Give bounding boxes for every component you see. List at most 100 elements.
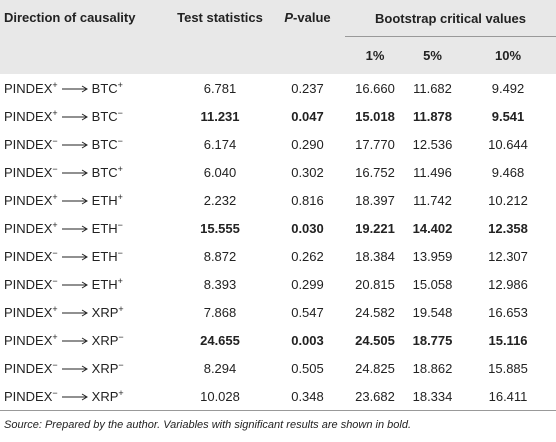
header-level: 5%	[405, 36, 460, 74]
to-sign: +	[117, 191, 123, 202]
value-cell: 6.174	[203, 136, 237, 152]
value-cell: 19.548	[412, 304, 453, 320]
to-sign: −	[117, 247, 123, 258]
value-cell: 10.644	[488, 136, 528, 152]
value-cell: 15.116	[488, 332, 528, 348]
value-cell: 15.058	[412, 276, 453, 292]
to-variable: ETH	[91, 220, 118, 236]
value-cell: 0.030	[291, 220, 324, 236]
direction-cell: PINDEX+ XRP−	[0, 326, 170, 354]
from-variable: PINDEX	[4, 360, 53, 376]
header-test: Test statistics	[170, 0, 270, 74]
direction-cell: PINDEX− ETH+	[0, 270, 170, 298]
to-variable: ETH	[91, 248, 118, 264]
direction-cell: PINDEX− BTC−	[0, 130, 170, 158]
from-sign: −	[52, 163, 58, 174]
value-cell: 16.653	[488, 304, 528, 320]
value-cell: 11.878	[412, 108, 453, 124]
to-variable: BTC	[91, 136, 118, 152]
value-cell: 0.299	[291, 276, 324, 292]
arrow	[61, 113, 88, 121]
arrow	[61, 85, 88, 93]
value-cell: 0.816	[291, 192, 324, 208]
direction-cell: PINDEX+ BTC+	[0, 74, 170, 102]
table-row: PINDEX− ETH− 8.872 0.262 18.384 13.959 12.307	[0, 242, 556, 270]
direction-cell: PINDEX− ETH−	[0, 242, 170, 270]
from-variable: PINDEX	[4, 80, 53, 96]
arrow	[61, 365, 88, 373]
value-cell: 0.290	[291, 136, 324, 152]
arrow	[61, 225, 88, 233]
to-variable: XRP	[91, 388, 119, 404]
from-sign: −	[52, 135, 58, 146]
from-sign: +	[52, 303, 58, 314]
to-variable: XRP	[91, 332, 119, 348]
value-cell: 19.221	[355, 220, 395, 236]
to-variable: XRP	[91, 304, 119, 320]
header-level: 10%	[460, 36, 556, 74]
value-cell: 9.492	[491, 80, 525, 96]
value-cell: 0.047	[291, 108, 324, 124]
from-variable: PINDEX	[4, 248, 53, 264]
to-variable: ETH	[91, 276, 118, 292]
to-sign: −	[118, 359, 124, 370]
value-cell: 18.397	[355, 192, 395, 208]
direction-cell: PINDEX+ BTC−	[0, 102, 170, 130]
value-cell: 0.348	[270, 382, 345, 411]
arrow	[61, 309, 88, 317]
value-cell: 9.468	[491, 164, 525, 180]
value-cell: 13.959	[412, 248, 453, 264]
from-sign: +	[52, 219, 58, 230]
value-cell: 24.825	[355, 360, 395, 376]
to-sign: −	[117, 135, 123, 146]
value-cell: 18.334	[405, 382, 460, 411]
value-cell: 0.547	[291, 304, 324, 320]
table-row: PINDEX+ ETH− 15.555 0.030 19.221 14.402 12.358	[0, 214, 556, 242]
value-cell: 0.505	[291, 360, 324, 376]
to-variable: ETH	[91, 192, 118, 208]
table-body: PINDEX+ BTC+ 6.781 0.237 16.660 11.682 9.492 PI…	[0, 74, 556, 411]
direction-cell: PINDEX+ ETH+	[0, 186, 170, 214]
value-cell: 11.231	[200, 108, 240, 124]
value-cell: 8.294	[203, 360, 237, 376]
value-cell: 0.003	[291, 332, 324, 348]
arrow	[61, 197, 88, 205]
value-cell: 18.862	[412, 360, 453, 376]
value-cell: 12.986	[488, 276, 528, 292]
table-row: PINDEX− XRP+ 10.028 0.348 23.682 18.334 16.411	[0, 382, 556, 411]
value-cell: 18.775	[412, 332, 453, 348]
to-variable: BTC	[91, 164, 118, 180]
value-cell: 23.682	[345, 382, 405, 411]
arrow	[61, 169, 88, 177]
value-cell: 24.582	[355, 304, 395, 320]
value-cell: 12.358	[488, 220, 528, 236]
value-cell: 9.541	[491, 108, 525, 124]
arrow	[61, 281, 88, 289]
from-variable: PINDEX	[4, 304, 53, 320]
value-cell: 6.781	[203, 80, 237, 96]
value-cell: 2.232	[203, 192, 237, 208]
header-p-value: P-value	[270, 0, 345, 74]
value-cell: 15.555	[200, 220, 240, 236]
source-note: Source: Prepared by the author. Variable…	[4, 419, 412, 431]
header-level: 1%	[345, 36, 405, 74]
from-sign: +	[52, 107, 58, 118]
table-row: PINDEX+ BTC− 11.231 0.047 15.018 11.878 9.541	[0, 102, 556, 130]
value-cell: 8.872	[203, 248, 237, 264]
header-p: P	[284, 10, 294, 25]
header-bootstrap: Bootstrap critical values	[345, 0, 556, 37]
arrow	[61, 393, 88, 401]
from-variable: PINDEX	[4, 332, 53, 348]
value-cell: 7.868	[203, 304, 237, 320]
from-sign: −	[52, 247, 58, 258]
value-cell: 17.770	[355, 136, 395, 152]
to-sign: −	[117, 107, 123, 118]
arrow	[61, 141, 88, 149]
from-variable: PINDEX	[4, 220, 53, 236]
arrow	[61, 337, 88, 345]
from-variable: PINDEX	[4, 164, 53, 180]
to-sign: +	[117, 275, 123, 286]
value-cell: 0.237	[291, 80, 324, 96]
table-row: PINDEX− XRP− 8.294 0.505 24.825 18.862 15.885	[0, 354, 556, 382]
